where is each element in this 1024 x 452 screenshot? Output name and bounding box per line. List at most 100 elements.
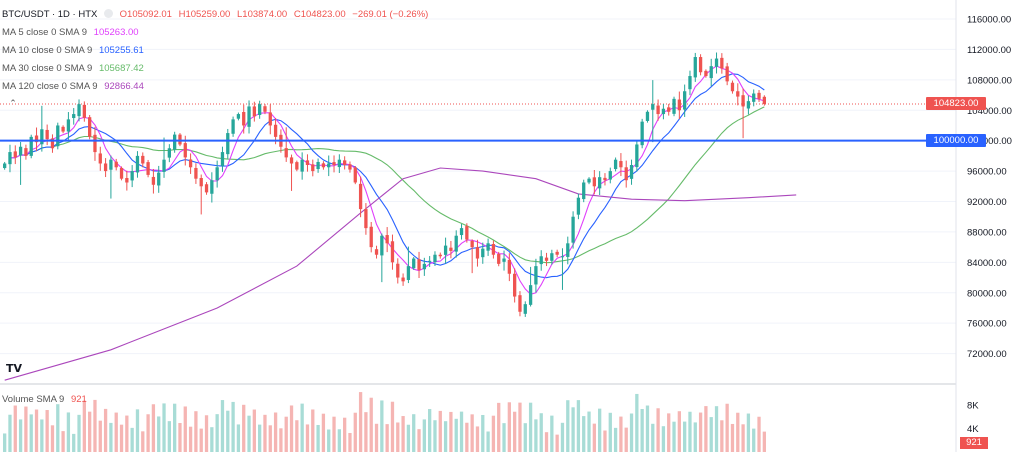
candle-body [406,266,411,280]
level-price-tag[interactable]: 100000.00 [926,134,986,148]
volume-bar [332,416,336,452]
volume-bar [587,411,591,452]
candle-body [571,216,575,243]
volume-bar [385,424,389,452]
candle-body [109,159,113,170]
indicator-value: 105263.00 [93,27,139,38]
candle-body [88,117,92,137]
candle-body [576,197,581,215]
candle-body [523,304,527,314]
volume-bar [401,416,405,452]
volume-bar [279,428,283,452]
price-tick-label: 76000.00 [967,319,1007,330]
volume-bar [544,432,549,452]
volume-bar [130,427,134,452]
candle-body [77,104,81,117]
volume-bar [348,432,352,452]
volume-bar [417,429,421,452]
candle-body [528,285,533,305]
volume-bar [762,431,766,452]
volume-bar [693,422,697,452]
volume-bar [98,420,102,452]
volume-bar [513,411,517,452]
volume-bar [61,431,65,452]
candle-body [385,235,389,244]
candle-body [50,138,55,149]
volume-bar [528,402,533,452]
indicator-ma30[interactable]: MA 30 close 0 SMA 9 105687.42 [2,63,148,75]
candle-body [8,152,12,165]
candle-body [135,155,140,173]
volume-bar [199,428,203,452]
volume-bar [656,408,660,452]
volume-bar [103,408,108,452]
volume-bar [598,408,602,452]
candle-body [762,96,766,104]
volume-bar [178,423,182,452]
volume-bar [709,417,713,452]
candle-body [151,176,156,185]
candle-body [587,178,591,183]
moving-average-lines [0,65,956,381]
volume-bar [88,411,92,452]
volume-bar [141,431,145,452]
volume-bar [698,412,703,452]
volume-bar [263,414,267,452]
volume-bar [343,417,347,452]
candle-body [236,114,241,119]
candle-body [560,256,565,258]
volume-label: Volume SMA 9 [2,394,65,405]
volume-indicator[interactable]: Volume SMA 9 921 [2,394,91,406]
volume-bar [502,423,506,452]
indicator-ma5[interactable]: MA 5 close 0 SMA 9 105263.00 [2,27,143,39]
candle-body [348,164,352,170]
volume-bar [204,415,209,452]
volume-bar [77,414,81,452]
candle-body [613,159,618,170]
volume-bar [683,421,687,452]
symbol-title[interactable]: BTC/USDT · 1D · HTX [2,9,98,20]
ohlc-low: L103874.00 [237,9,288,20]
volume-bar [730,423,735,452]
volume-bar [406,424,411,452]
candle-body [428,260,432,262]
volume-bar [125,415,129,452]
volume-bar [449,411,453,452]
tradingview-logo-icon[interactable]: TV [6,362,23,375]
candle-body [167,148,171,158]
candle-body [651,104,655,110]
volume-bar [518,402,522,452]
volume-bar [34,409,39,452]
volume-bar [438,410,442,452]
volume-bar [374,423,379,452]
volume-bar [550,415,554,452]
volume-bar [151,404,156,452]
volume-bar [433,420,437,452]
candle-body [199,178,203,187]
volume-bar [135,409,140,452]
candle-body [114,161,118,168]
volume-bar [24,406,28,452]
candle-body [412,258,416,269]
candle-body [433,254,437,263]
indicator-ma10[interactable]: MA 10 close 0 SMA 9 105255.61 [2,45,148,57]
candle-body [343,160,347,166]
candle-body [497,254,501,264]
collapse-indicators-button[interactable]: ⌃ [9,98,17,108]
volume-bar [3,433,7,452]
indicator-ma120[interactable]: MA 120 close 0 SMA 9 92866.44 [2,81,148,93]
candle-body [396,263,400,278]
candle-body [709,66,713,79]
candle-body [24,148,28,156]
candle-body [289,157,294,164]
volume-bar [645,405,650,452]
candle-body [321,163,326,168]
volume-bar [268,425,272,452]
candle-body [305,160,310,166]
volume-bar [56,404,60,452]
candle-body [13,151,17,158]
candle-body [45,129,49,140]
candle-body [454,235,458,252]
candle-body [337,159,341,168]
